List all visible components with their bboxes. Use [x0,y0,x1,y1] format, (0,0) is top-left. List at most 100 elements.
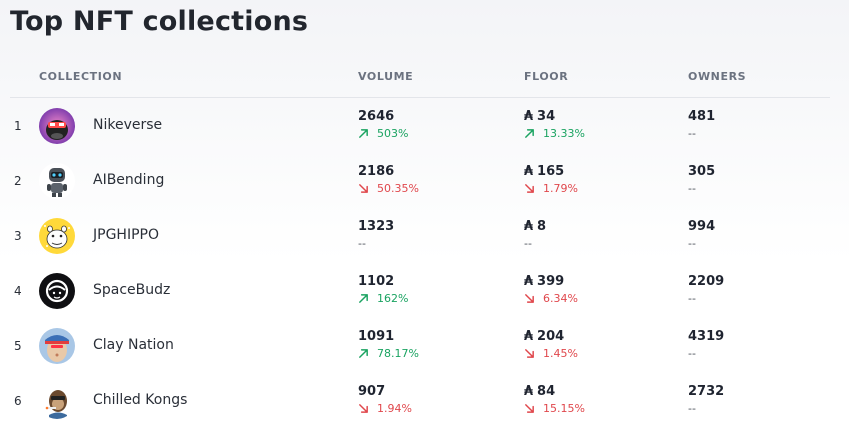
floor-amount: 165 [537,164,565,179]
floor-cell: ₳ 399 6.34% [524,274,578,305]
volume-value: 2646 [358,109,395,124]
change-text: 1.94% [377,402,412,415]
floor-change: 6.34% [524,292,578,305]
floor-cell: ₳ 204 1.45% [524,329,578,360]
rank-number: 4 [14,284,22,298]
table-row[interactable]: 6 Chilled Kongs 907 1.94% ₳ 84 15.15% 273… [0,373,849,428]
claynation-avatar[interactable] [39,328,75,364]
collection-name[interactable]: AIBending [93,172,165,188]
table-row[interactable]: 3 JPGHIPPO 1323 -- ₳ 8 -- 994 -- [0,208,849,263]
owners-value: 2209 [688,274,725,289]
volume-value: 2186 [358,164,395,179]
header-floor[interactable]: FLOOR [524,70,569,83]
arrow-down-right-icon [525,184,534,193]
ada-currency-icon: ₳ [524,164,534,179]
collections-table: 1 Nikeverse 2646 503% ₳ 34 13.33% 481 -- … [0,98,849,428]
change-text: 15.15% [543,402,585,415]
change-text: -- [688,402,696,415]
arrow-up-right-icon [359,294,368,303]
floor-cell: ₳ 165 1.79% [524,164,578,195]
header-divider [10,97,830,98]
rank-number: 3 [14,229,22,243]
owners-value: 2732 [688,384,725,399]
floor-cell: ₳ 8 -- [524,219,546,250]
volume-cell: 1102 162% [358,274,408,305]
arrow-down-right-icon [525,294,534,303]
collection-name[interactable]: Chilled Kongs [93,392,188,408]
arrow-up-right-icon [525,129,534,138]
owners-cell: 994 -- [688,219,715,250]
floor-cell: ₳ 84 15.15% [524,384,585,415]
change-text: 78.17% [377,347,419,360]
change-text: 503% [377,127,409,140]
owners-change: -- [688,127,715,140]
floor-change: 13.33% [524,127,585,140]
volume-change: 50.35% [358,182,419,195]
spacebudz-avatar[interactable] [39,273,75,309]
arrow-down-right-icon [359,184,368,193]
rank-number: 2 [14,174,22,188]
change-text: -- [688,182,696,195]
ada-currency-icon: ₳ [524,274,534,289]
floor-amount: 399 [537,274,565,289]
volume-value: 1323 [358,219,395,234]
owners-cell: 481 -- [688,109,715,140]
volume-cell: 1091 78.17% [358,329,419,360]
aibending-avatar[interactable] [39,163,75,199]
floor-amount: 8 [537,219,547,234]
jpghippo-avatar[interactable] [39,218,75,254]
volume-cell: 1323 -- [358,219,394,250]
collection-name[interactable]: Nikeverse [93,117,163,133]
owners-change: -- [688,402,724,415]
arrow-down-right-icon [525,349,534,358]
ada-currency-icon: ₳ [524,109,534,124]
owners-change: -- [688,182,715,195]
owners-value: 481 [688,109,716,124]
floor-value: ₳ 84 [524,384,585,399]
collection-name[interactable]: JPGHIPPO [93,227,159,243]
owners-value: 4319 [688,329,725,344]
owners-change: -- [688,237,715,250]
owners-value: 305 [688,164,716,179]
arrow-up-right-icon [359,129,368,138]
table-row[interactable]: 1 Nikeverse 2646 503% ₳ 34 13.33% 481 -- [0,98,849,153]
change-text: 162% [377,292,409,305]
volume-change: 1.94% [358,402,412,415]
floor-value: ₳ 34 [524,109,585,124]
header-volume[interactable]: VOLUME [358,70,414,83]
rank-number: 5 [14,339,22,353]
floor-cell: ₳ 34 13.33% [524,109,585,140]
arrow-up-right-icon [359,349,368,358]
owners-cell: 2732 -- [688,384,724,415]
floor-change: 1.45% [524,347,578,360]
owners-cell: 4319 -- [688,329,724,360]
change-text: -- [688,347,696,360]
header-collection[interactable]: COLLECTION [39,70,123,83]
floor-value: ₳ 165 [524,164,578,179]
collection-name[interactable]: SpaceBudz [93,282,171,298]
arrow-down-right-icon [525,404,534,413]
ada-currency-icon: ₳ [524,384,534,399]
floor-amount: 84 [537,384,556,399]
volume-change: 503% [358,127,408,140]
volume-value: 1102 [358,274,395,289]
owners-change: -- [688,347,724,360]
change-text: 50.35% [377,182,419,195]
header-owners[interactable]: OWNERS [688,70,747,83]
change-text: -- [688,127,696,140]
owners-change: -- [688,292,724,305]
table-row[interactable]: 5 Clay Nation 1091 78.17% ₳ 204 1.45% 431… [0,318,849,373]
volume-change: 78.17% [358,347,419,360]
floor-change: -- [524,237,546,250]
owners-value: 994 [688,219,716,234]
volume-change: -- [358,237,394,250]
table-row[interactable]: 2 AIBending 2186 50.35% ₳ 165 1.79% 305 -… [0,153,849,208]
floor-amount: 34 [537,109,556,124]
change-text: 1.79% [543,182,578,195]
chilledkongs-avatar[interactable] [39,383,75,419]
change-text: -- [688,292,696,305]
rank-number: 1 [14,119,22,133]
collection-name[interactable]: Clay Nation [93,337,174,353]
table-row[interactable]: 4 SpaceBudz 1102 162% ₳ 399 6.34% 2209 -- [0,263,849,318]
nikeverse-avatar[interactable] [39,108,75,144]
